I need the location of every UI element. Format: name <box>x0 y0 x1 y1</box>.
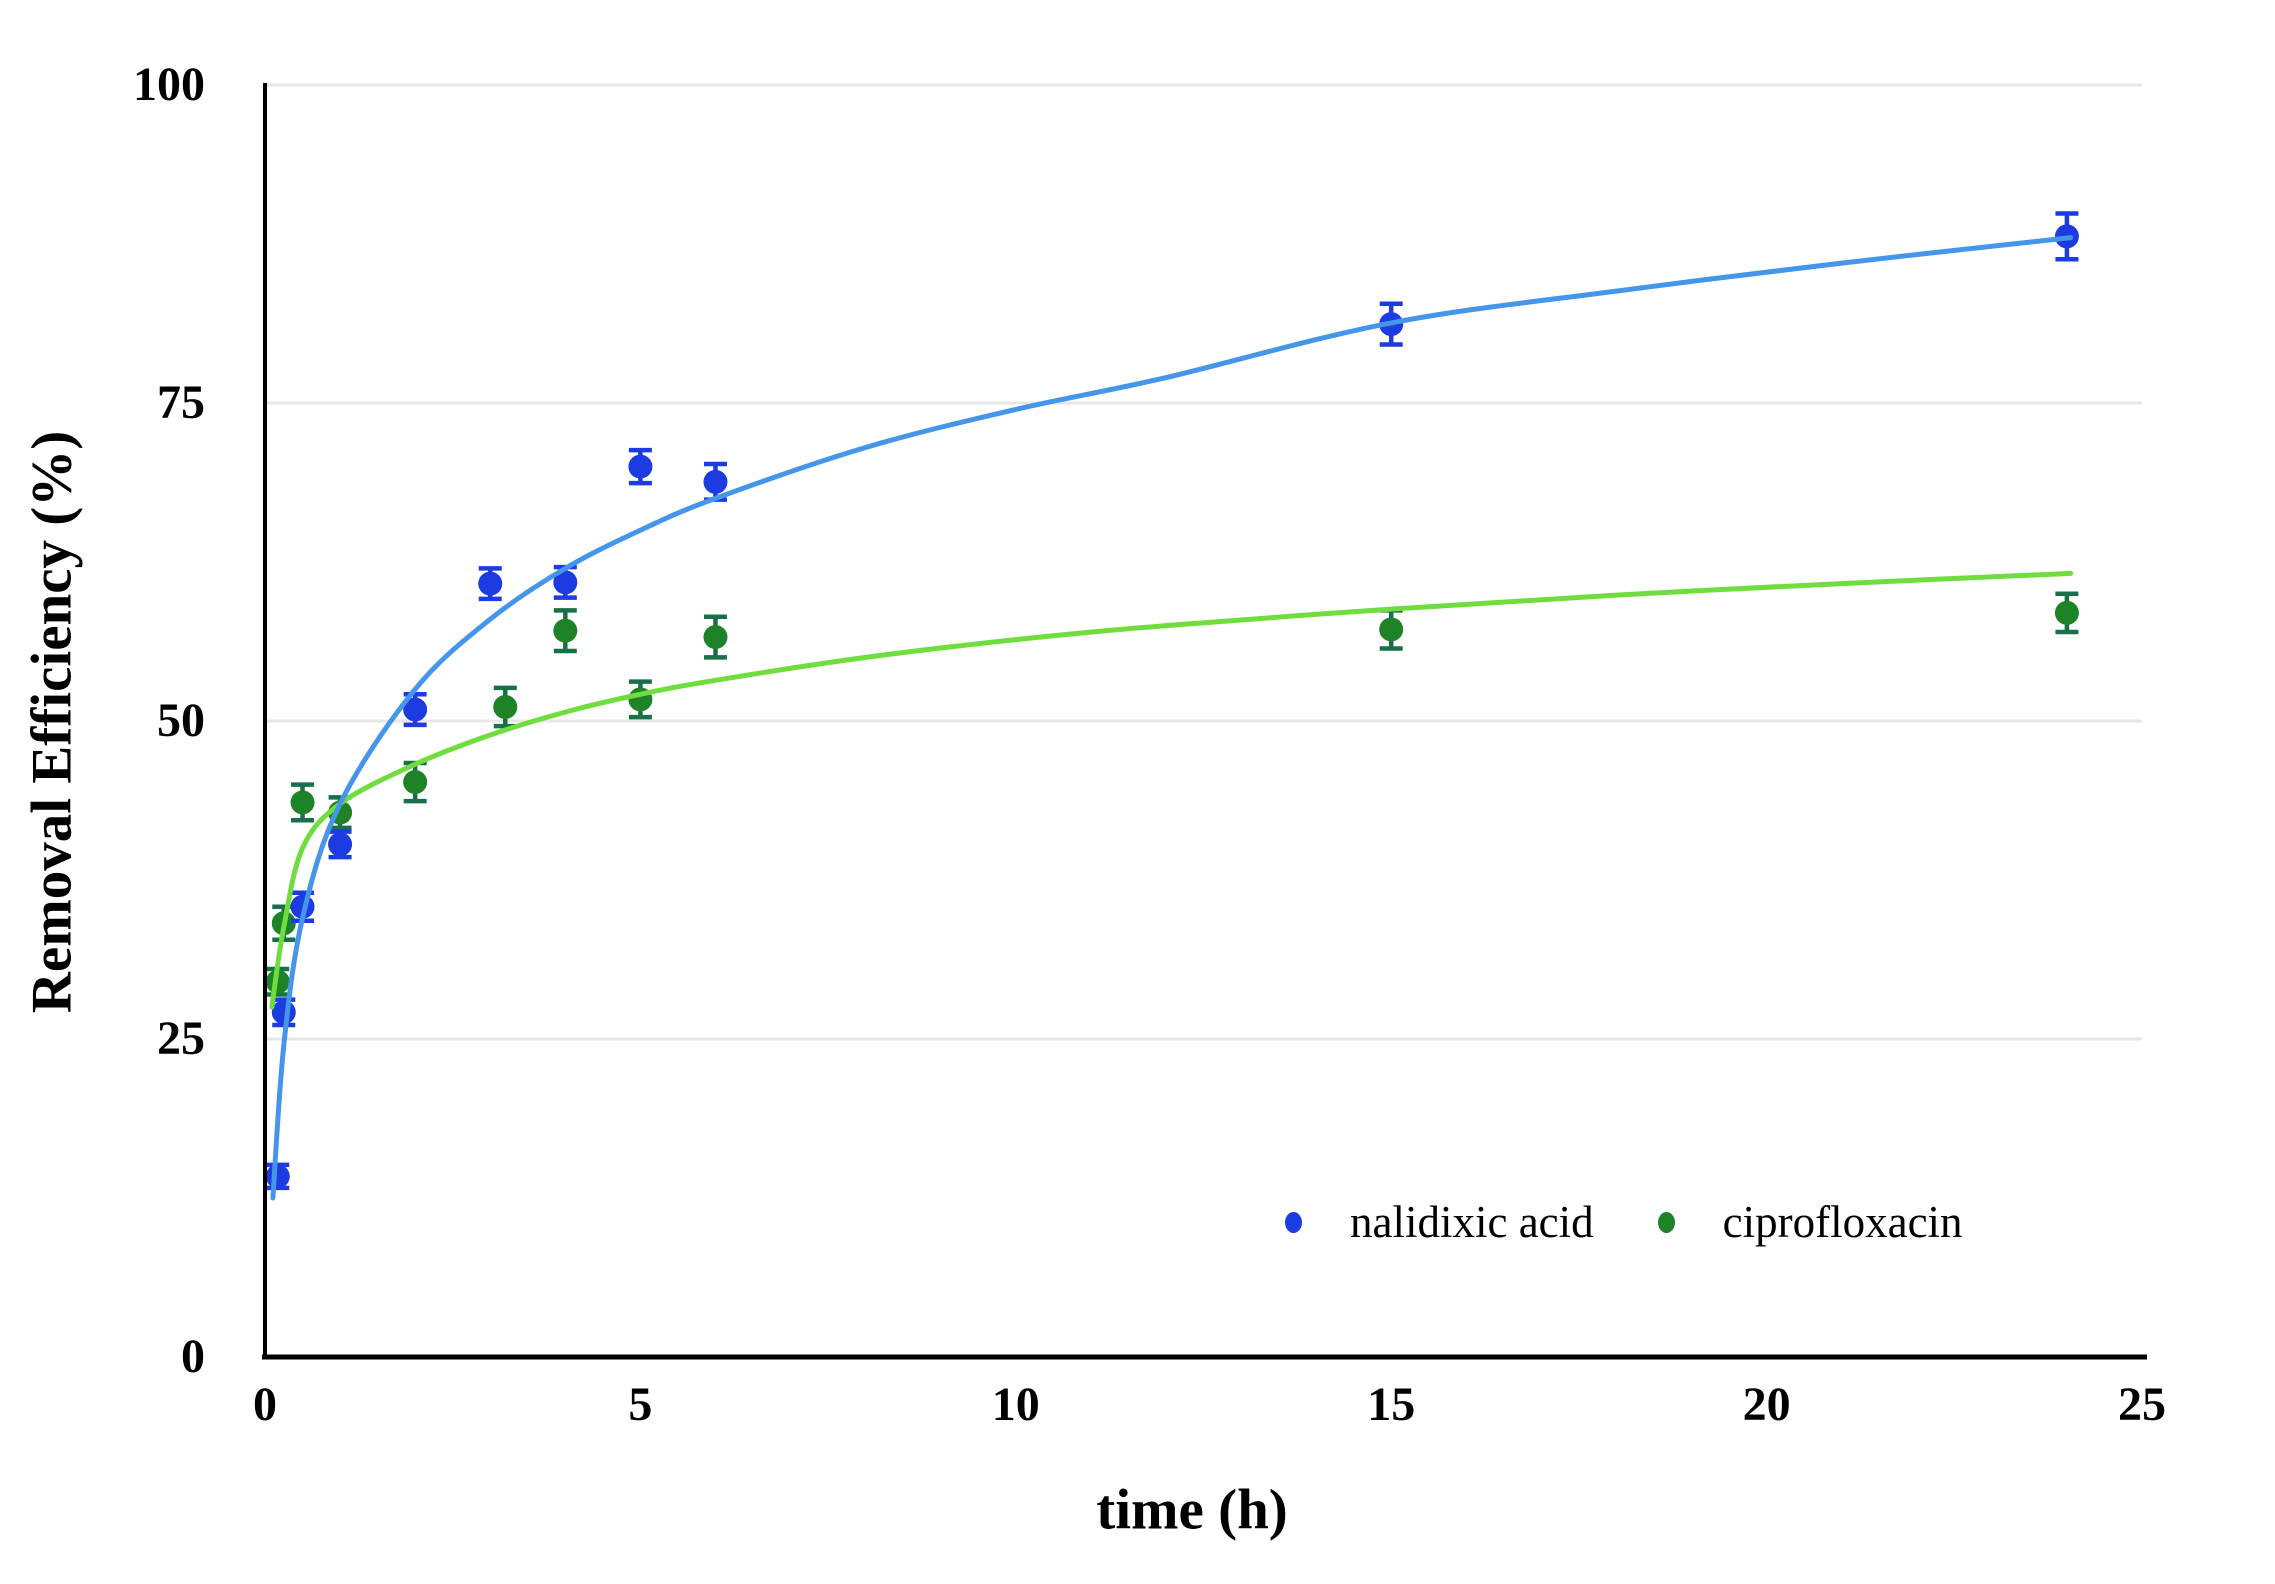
x-tick-label: 0 <box>253 1378 277 1431</box>
x-tick-label: 5 <box>628 1378 653 1431</box>
y-tick-label: 25 <box>157 1012 205 1065</box>
legend-item-ciprofloxacin: ciprofloxacin <box>1657 1196 1963 1248</box>
x-tick-label: 20 <box>1742 1378 1791 1431</box>
x-axis-title: time (h) <box>1096 1478 1288 1542</box>
series-nalidixic-acid <box>265 211 2079 1191</box>
legend-marker-nalidixic-acid-icon <box>1285 1211 1302 1233</box>
x-tick-label: 10 <box>991 1378 1040 1431</box>
y-tick-label: 75 <box>157 376 205 429</box>
legend-label-nalidixic-acid: nalidixic acid <box>1350 1197 1594 1247</box>
legend-item-nalidixic-acid: nalidixic acid <box>1285 1196 1594 1248</box>
legend: nalidixic acid ciprofloxacin <box>1285 1196 1963 1248</box>
gridlines <box>265 83 2142 1041</box>
axes <box>262 83 2147 1360</box>
trend-line-nalidixic-acid <box>270 235 2074 1201</box>
y-tick-label: 50 <box>157 694 205 747</box>
legend-marker-ciprofloxacin-icon <box>1657 1211 1675 1233</box>
legend-label-ciprofloxacin: ciprofloxacin <box>1722 1197 1963 1247</box>
x-tick-label: 25 <box>2118 1378 2166 1431</box>
series-ciprofloxacin <box>265 591 2079 997</box>
y-tick-label: 0 <box>181 1330 205 1383</box>
trend-line-ciprofloxacin <box>269 570 2074 1010</box>
y-tick-label: 100 <box>133 58 205 111</box>
x-tick-label: 15 <box>1367 1378 1416 1431</box>
